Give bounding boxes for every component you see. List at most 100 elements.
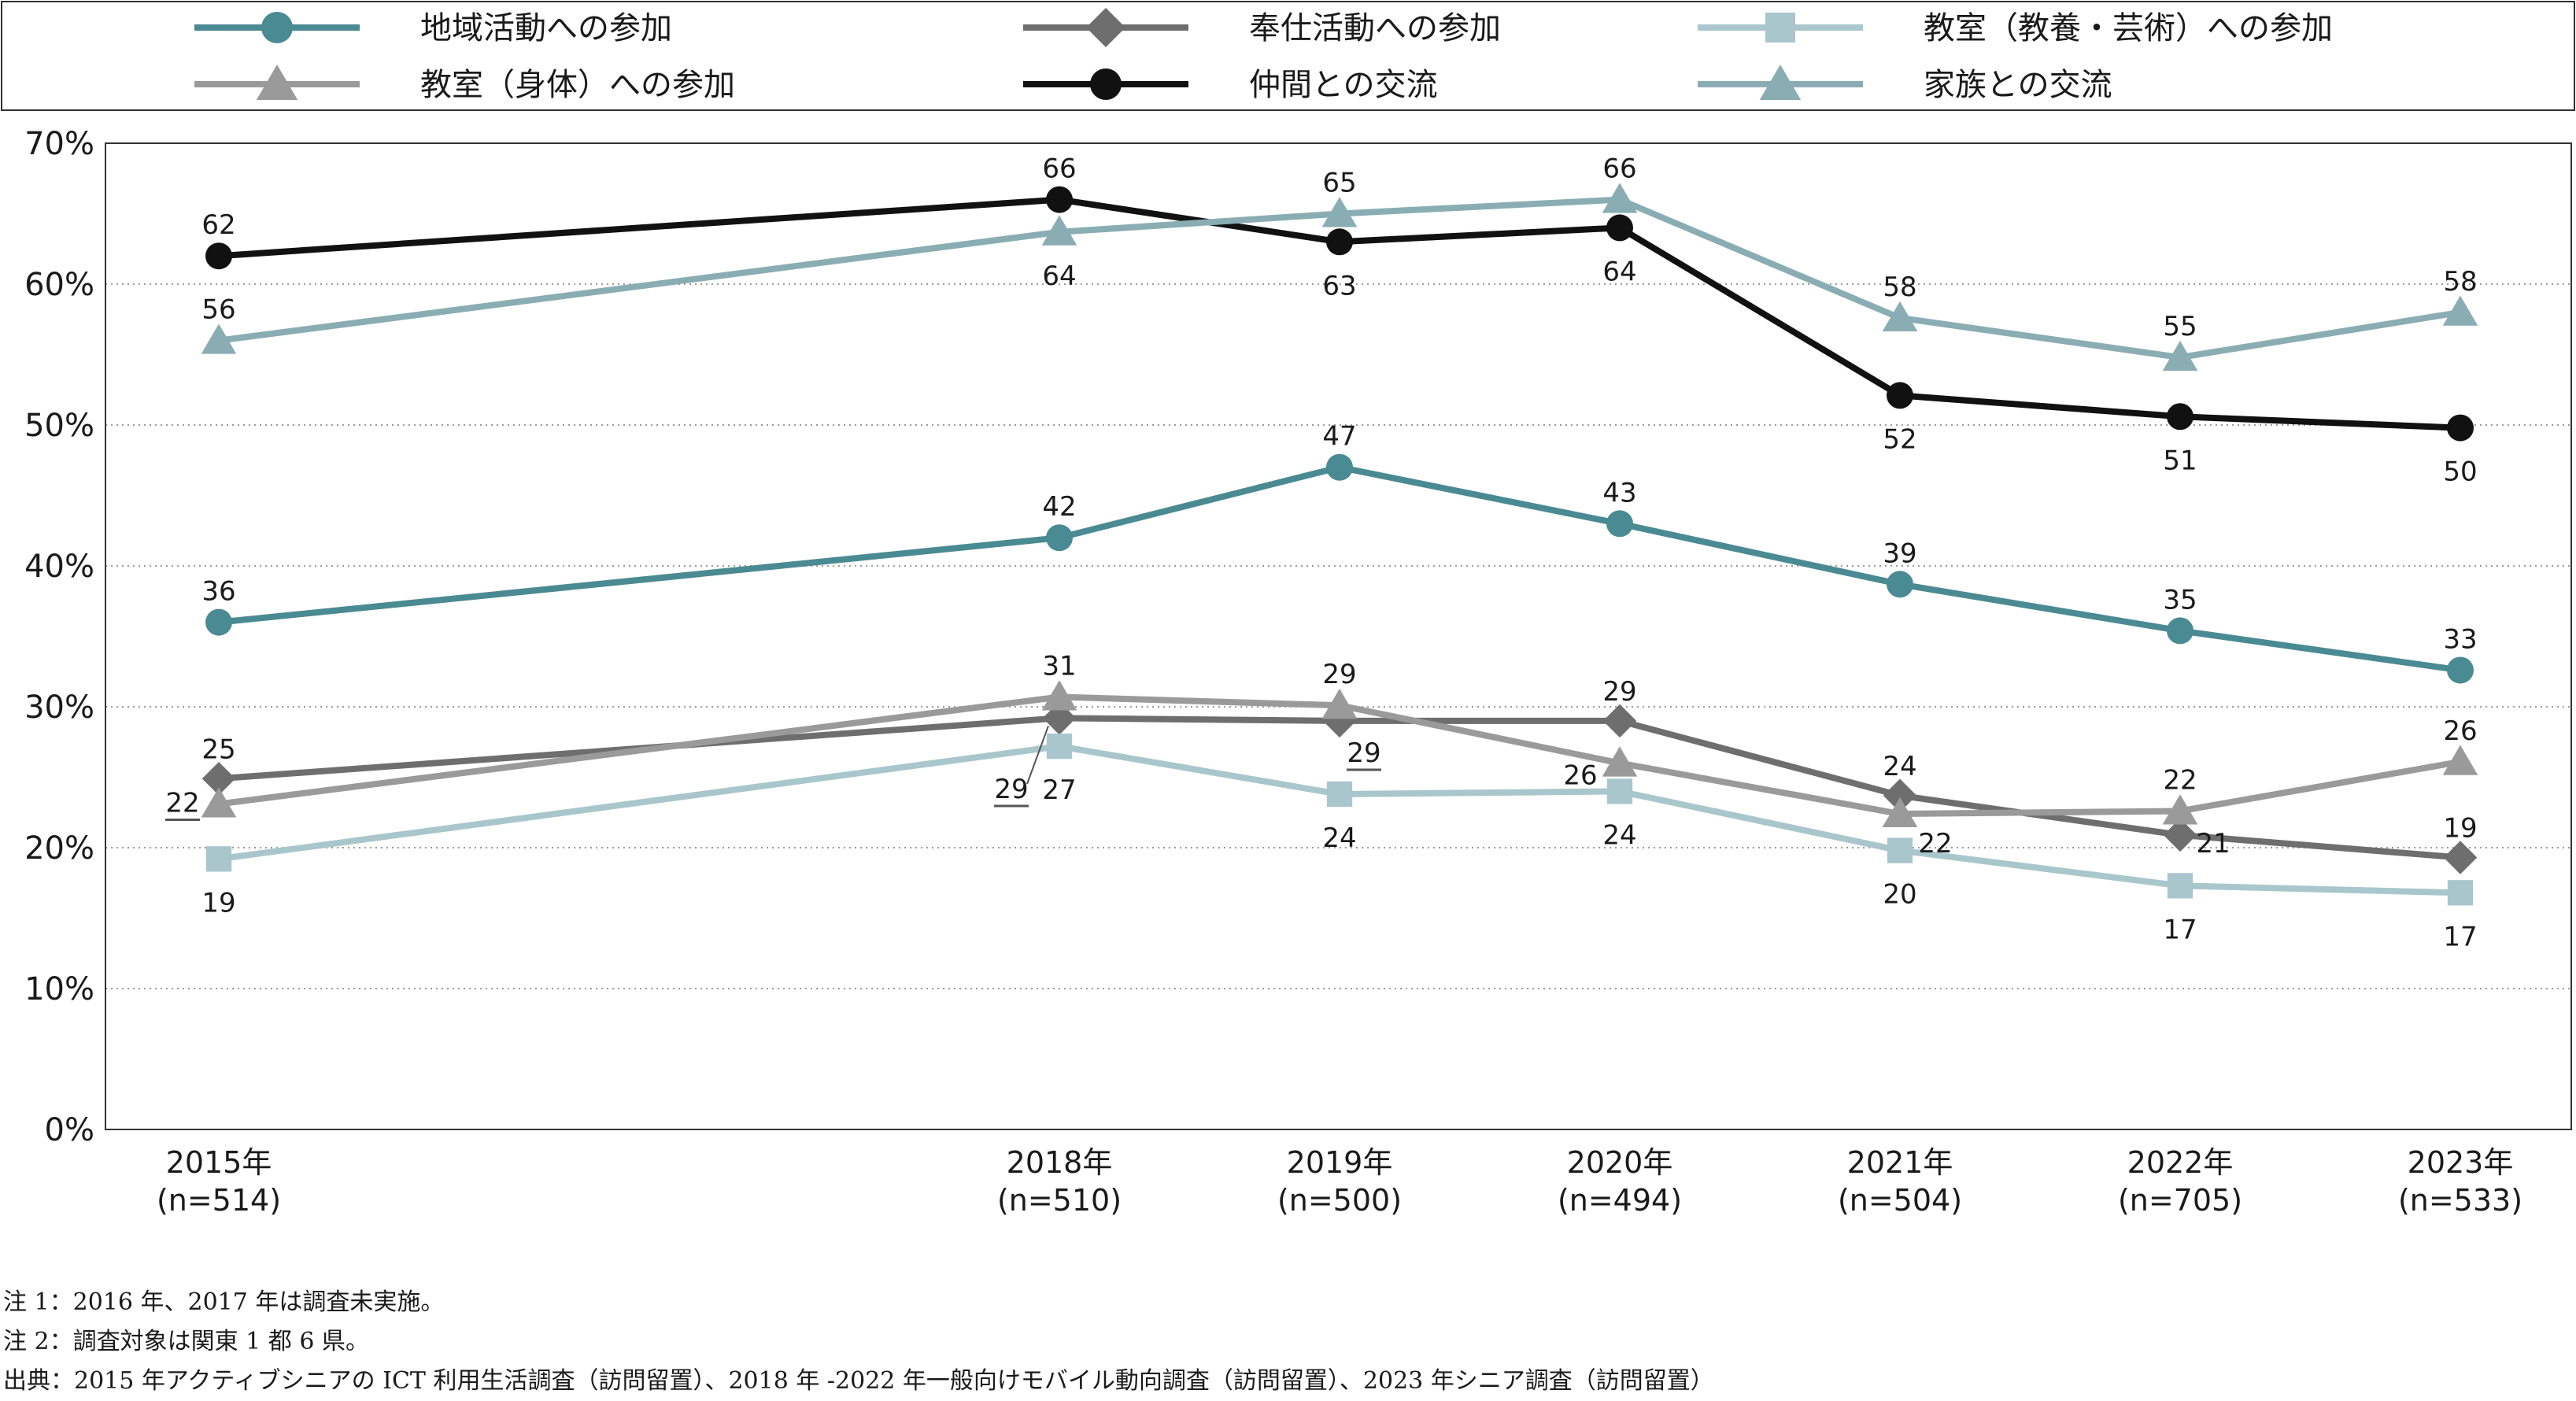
data-point bbox=[1606, 214, 1633, 242]
data-label: 63 bbox=[1322, 270, 1356, 301]
plot-area-frame bbox=[105, 142, 2572, 1130]
data-label: 47 bbox=[1322, 421, 1356, 453]
series-line bbox=[218, 464, 2461, 674]
legend-item: 仲間との交流 bbox=[1023, 67, 1438, 103]
x-sample-size-label: (n=533) bbox=[2398, 1183, 2522, 1218]
legend-label: 地域活動への参加 bbox=[420, 10, 672, 46]
data-label: 29 bbox=[1322, 659, 1356, 690]
label-leader-line bbox=[1026, 725, 1049, 785]
data-point bbox=[201, 762, 236, 796]
x-tick-label: 2015年 bbox=[166, 1145, 272, 1180]
data-point bbox=[1326, 453, 1353, 481]
legend-marker bbox=[261, 12, 293, 43]
data-label: 24 bbox=[1322, 822, 1356, 854]
data-point bbox=[205, 608, 232, 636]
x-tick-label: 2019年 bbox=[1287, 1145, 1393, 1180]
data-point bbox=[1602, 183, 1638, 213]
data-label: 22 bbox=[2163, 764, 2197, 796]
x-tick-label: 2021年 bbox=[1847, 1145, 1953, 1180]
data-label: 17 bbox=[2163, 914, 2197, 945]
data-point bbox=[2447, 880, 2474, 906]
x-axis: 2015年(n=514) 2018年(n=510) 2019年(n=500) 2020… bbox=[157, 1145, 2522, 1218]
y-tick-label: 20% bbox=[24, 830, 94, 867]
x-tick-label: 2018年 bbox=[1007, 1145, 1113, 1180]
data-label: 29 bbox=[994, 774, 1028, 805]
data-point bbox=[2163, 818, 2197, 852]
legend-item: 地域活動への参加 bbox=[194, 10, 672, 46]
data-label: 24 bbox=[1602, 819, 1636, 851]
data-label: 31 bbox=[1042, 650, 1076, 682]
legend-marker bbox=[1086, 8, 1125, 47]
data-label: 56 bbox=[201, 294, 235, 326]
data-point bbox=[2167, 403, 2193, 431]
legend-marker bbox=[256, 65, 298, 100]
x-sample-size-label: (n=705) bbox=[2118, 1183, 2242, 1218]
data-label: 24 bbox=[1883, 751, 1916, 782]
data-label: 36 bbox=[201, 576, 235, 608]
data-label: 26 bbox=[1563, 760, 1597, 792]
x-sample-size-label: (n=494) bbox=[1558, 1183, 1682, 1218]
legend-item: 教室（身体）への参加 bbox=[194, 65, 735, 103]
x-sample-size-label: (n=500) bbox=[1277, 1183, 1402, 1218]
data-label: 55 bbox=[2163, 311, 2197, 342]
data-label: 19 bbox=[201, 887, 235, 919]
x-tick-label: 2022年 bbox=[2127, 1145, 2234, 1180]
data-point bbox=[201, 323, 237, 354]
legend-marker bbox=[1765, 13, 1795, 43]
data-point bbox=[1326, 228, 1353, 256]
data-point bbox=[1046, 186, 1073, 213]
legend-label: 教室（身体）への参加 bbox=[420, 67, 735, 103]
footnote-1: 注 1：2016 年、2017 年は調査未実施。 bbox=[3, 1288, 445, 1316]
data-point bbox=[201, 787, 237, 818]
y-tick-label: 0% bbox=[45, 1112, 94, 1148]
data-point bbox=[2447, 656, 2474, 684]
legend-marker bbox=[1759, 65, 1802, 100]
data-label: 26 bbox=[2443, 715, 2477, 747]
data-point bbox=[1602, 704, 1637, 738]
data-label: 50 bbox=[2443, 457, 2477, 488]
data-label: 58 bbox=[1883, 272, 1916, 303]
x-sample-size-label: (n=514) bbox=[157, 1183, 281, 1218]
data-label: 65 bbox=[1322, 168, 1356, 199]
data-label: 20 bbox=[1883, 879, 1916, 911]
data-label: 51 bbox=[2163, 445, 2197, 476]
data-point bbox=[1041, 680, 1077, 711]
legend-label: 家族との交流 bbox=[1924, 67, 2112, 103]
data-point bbox=[1046, 733, 1073, 760]
data-label: 27 bbox=[1042, 774, 1076, 806]
data-point bbox=[1606, 510, 1633, 538]
data-point bbox=[2447, 414, 2474, 442]
series-markers bbox=[201, 183, 2478, 906]
data-label: 52 bbox=[1883, 423, 1916, 455]
data-label: 22 bbox=[1918, 828, 1952, 859]
data-point bbox=[1602, 746, 1638, 777]
data-point bbox=[205, 846, 232, 872]
data-label: 64 bbox=[1042, 261, 1076, 292]
data-label: 42 bbox=[1042, 491, 1076, 523]
data-point bbox=[2162, 794, 2198, 825]
data-label: 19 bbox=[2443, 813, 2477, 845]
legend-box bbox=[1, 1, 2575, 111]
y-tick-label: 70% bbox=[24, 126, 94, 162]
y-axis: 0% 10% 20% 30% 40% 50% 60% 70% bbox=[24, 126, 94, 1148]
source-note: 出典：2015 年アクティブシニアの ICT 利用生活調査（訪問留置）、2018… bbox=[3, 1367, 1714, 1395]
y-tick-label: 10% bbox=[24, 971, 94, 1007]
legend-item: 奉仕活動への参加 bbox=[1023, 8, 1501, 47]
data-label: 66 bbox=[1042, 153, 1076, 185]
y-tick-label: 60% bbox=[24, 267, 94, 303]
data-point bbox=[2443, 841, 2478, 874]
y-tick-label: 40% bbox=[24, 549, 94, 585]
data-point bbox=[1882, 797, 1918, 828]
data-label: 62 bbox=[201, 209, 235, 241]
x-sample-size-label: (n=510) bbox=[997, 1183, 1122, 1218]
data-point bbox=[2442, 745, 2478, 775]
data-label: 22 bbox=[165, 788, 199, 819]
data-label: 35 bbox=[2163, 584, 2197, 615]
legend-label: 教室（教養・芸術）への参加 bbox=[1924, 10, 2333, 46]
data-point bbox=[205, 242, 232, 270]
data-point bbox=[2442, 295, 2478, 326]
data-point bbox=[1321, 688, 1358, 719]
data-labels: 36 42 47 43 39 35 33 25 29 29 29 24 21 19 19 27 24 24 20 17… bbox=[165, 153, 2478, 952]
data-point bbox=[2167, 617, 2193, 645]
